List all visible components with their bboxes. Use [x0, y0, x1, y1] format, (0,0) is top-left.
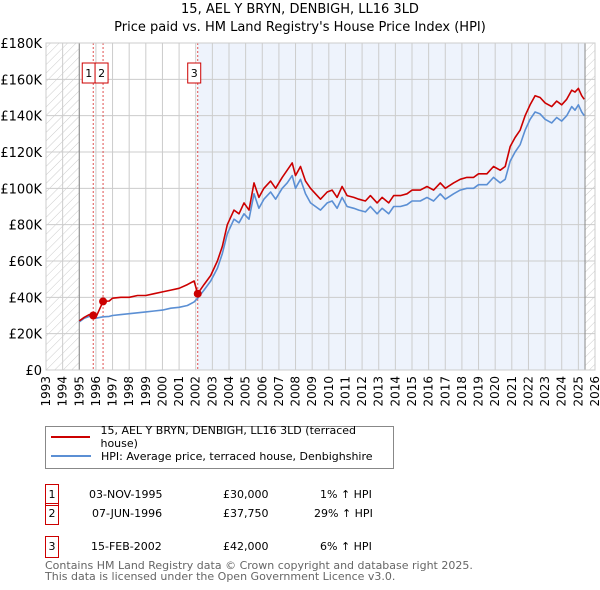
x-tick-label: 2007	[272, 376, 286, 407]
x-tick-label: 2005	[239, 376, 253, 407]
transaction-date: 03-NOV-1995	[89, 488, 163, 501]
sale-point	[99, 297, 108, 306]
x-tick-label: 2014	[388, 376, 402, 407]
x-tick-label: 2009	[305, 376, 319, 407]
y-tick-label: £40K	[9, 291, 43, 306]
sale-label-number: 2	[98, 67, 105, 80]
chart-subtitle: Price paid vs. HM Land Registry's House …	[114, 20, 486, 35]
legend-label-hpi: HPI: Average price, terraced house, Denb…	[101, 449, 373, 463]
x-tick-label: 1995	[72, 376, 86, 407]
sale-label-number: 3	[191, 67, 198, 80]
x-tick-label: 1998	[122, 376, 136, 407]
legend-line-blue	[51, 455, 91, 457]
sale-label-box	[94, 62, 109, 84]
x-tick-label: 2003	[205, 376, 219, 407]
x-tick-label: 2000	[155, 376, 169, 407]
footer: Contains HM Land Registry data © Crown c…	[45, 560, 473, 582]
y-tick-label: £100K	[0, 182, 42, 197]
x-tick-label: 2011	[338, 376, 352, 407]
sale-label-box	[187, 62, 202, 84]
sale-label-number: 1	[85, 67, 92, 80]
x-tick-label: 2021	[505, 376, 519, 407]
property-price-line	[78, 87, 585, 322]
legend: 15, AEL Y BRYN, DENBIGH, LL16 3LD (terra…	[45, 424, 394, 469]
y-tick-label: £160K	[0, 73, 42, 88]
x-tick-label: 2025	[571, 376, 585, 407]
sale-point	[193, 289, 202, 298]
y-tick-label: £60K	[9, 255, 43, 270]
x-tick-label: 2006	[255, 376, 269, 407]
transaction-row: 2 07-JUN-1996 £37,750 29% ↑ HPI	[45, 503, 445, 525]
x-tick-label: 2016	[422, 376, 436, 407]
post-sale-shading	[197, 43, 586, 370]
x-tick-label: 2008	[289, 376, 303, 407]
x-tick-label: 2013	[372, 376, 386, 407]
x-tick-label: 2019	[472, 376, 486, 407]
x-tick-label: 2023	[538, 376, 552, 407]
transaction-price: £30,000	[223, 488, 269, 501]
transaction-price: £37,750	[223, 507, 269, 520]
x-tick-label: 2024	[555, 376, 569, 407]
transaction-price: £42,000	[223, 540, 269, 553]
sale-point	[89, 311, 98, 320]
hpi-line	[78, 104, 585, 323]
x-tick-label: 1993	[39, 376, 53, 407]
y-tick-label: £120K	[0, 146, 42, 161]
footer-copyright: Contains HM Land Registry data © Crown c…	[45, 559, 473, 572]
x-tick-label: 2026	[588, 376, 600, 407]
transaction-number: 2	[45, 503, 59, 525]
x-tick-label: 1997	[106, 376, 120, 407]
x-tick-label: 2017	[438, 376, 452, 407]
transaction-row: 3 15-FEB-2002 £42,000 6% ↑ HPI	[45, 536, 445, 558]
transaction-hpi: 1% ↑ HPI	[320, 488, 372, 501]
legend-item-hpi: HPI: Average price, terraced house, Denb…	[51, 448, 373, 464]
x-tick-label: 1996	[89, 376, 103, 407]
footer-licence: This data is licensed under the Open Gov…	[45, 570, 396, 583]
x-tick-label: 2002	[189, 376, 203, 407]
transaction-date: 07-JUN-1996	[92, 507, 163, 520]
y-tick-label: £80K	[9, 219, 43, 234]
y-tick-label: £140K	[0, 110, 42, 125]
transaction-hpi: 6% ↑ HPI	[320, 540, 372, 553]
x-tick-label: 2012	[355, 376, 369, 407]
y-tick-label: £20K	[9, 328, 43, 343]
x-tick-label: 2015	[405, 376, 419, 407]
price-chart: 1993 1994 1995 1996 1997 1998 1999 2000 2001 2002…	[0, 37, 600, 407]
x-tick-label: 2001	[172, 376, 186, 407]
x-tick-label: 2022	[521, 376, 535, 407]
transaction-date: 15-FEB-2002	[91, 540, 162, 553]
x-tick-label: 2020	[488, 376, 502, 407]
x-tick-label: 1994	[56, 376, 70, 407]
x-tick-label: 2018	[455, 376, 469, 407]
transaction-number: 3	[45, 536, 59, 558]
x-tick-label: 1999	[139, 376, 153, 407]
plot-border	[45, 42, 596, 371]
legend-label-property: 15, AEL Y BRYN, DENBIGH, LL16 3LD (terra…	[100, 424, 357, 450]
hatched-region-after	[585, 43, 595, 370]
y-tick-label: £180K	[0, 37, 42, 52]
chart-title: 15, AEL Y BRYN, DENBIGH, LL16 3LD	[181, 2, 419, 17]
x-tick-label: 2004	[222, 376, 236, 407]
x-tick-label: 2010	[322, 376, 336, 407]
transaction-row: 1 03-NOV-1995 £30,000 1% ↑ HPI	[45, 484, 445, 506]
transaction-number: 1	[45, 484, 59, 506]
legend-line-red	[51, 436, 91, 438]
y-tick-label: £0	[25, 364, 42, 379]
legend-item-property: 15, AEL Y BRYN, DENBIGH, LL16 3LD (terra…	[51, 424, 393, 450]
transaction-hpi: 29% ↑ HPI	[314, 507, 373, 520]
